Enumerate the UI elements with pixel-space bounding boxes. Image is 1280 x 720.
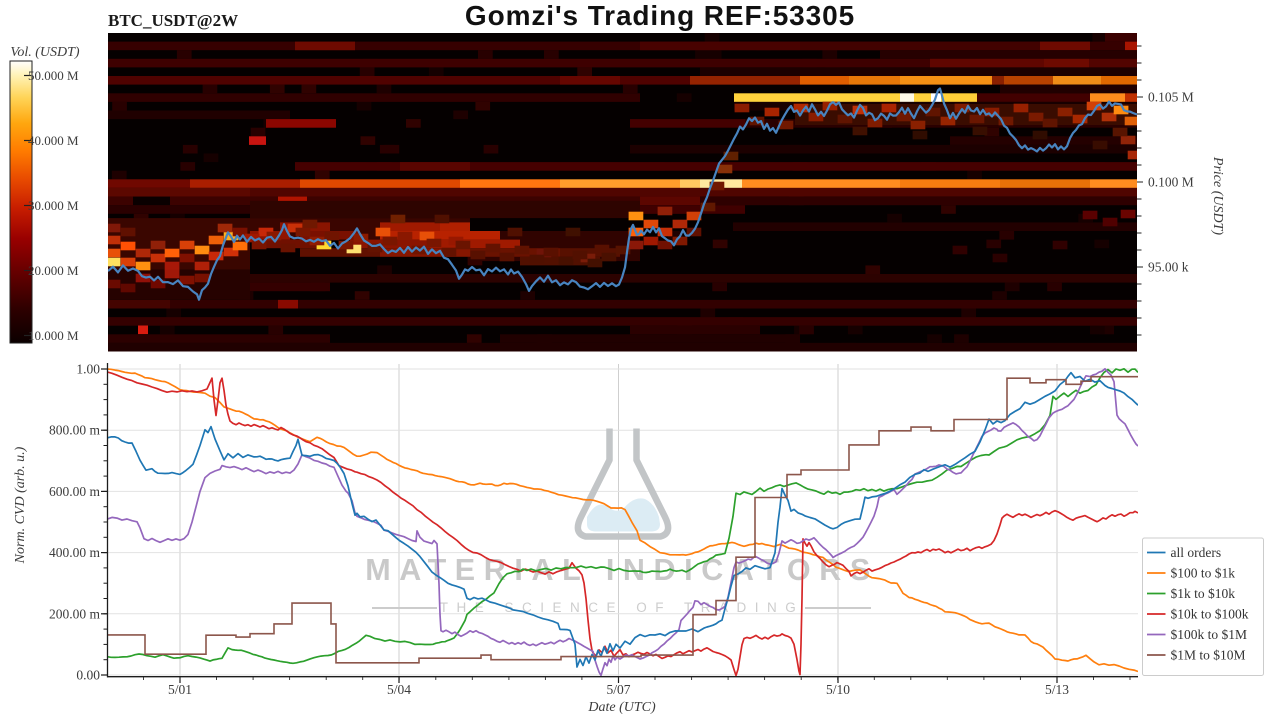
- svg-text:200.00 m: 200.00 m: [49, 606, 101, 621]
- svg-text:1.00: 1.00: [76, 362, 100, 377]
- svg-text:40.000 M: 40.000 M: [28, 133, 79, 148]
- svg-text:Norm. CVD (arb. u.): Norm. CVD (arb. u.): [13, 446, 28, 564]
- svg-text:5/10: 5/10: [826, 682, 850, 697]
- svg-text:5/07: 5/07: [606, 682, 630, 697]
- svg-text:400.00 m: 400.00 m: [49, 545, 101, 560]
- svg-text:Price (USDT): Price (USDT): [1210, 156, 1225, 235]
- svg-text:95.00 k: 95.00 k: [1148, 260, 1189, 275]
- svg-text:30.000 M: 30.000 M: [28, 198, 79, 213]
- svg-text:600.00 m: 600.00 m: [49, 484, 101, 499]
- svg-text:5/04: 5/04: [387, 682, 411, 697]
- svg-text:Vol. (USDT): Vol. (USDT): [10, 45, 80, 60]
- svg-text:20.000 M: 20.000 M: [28, 263, 79, 278]
- svg-text:5/01: 5/01: [168, 682, 192, 697]
- svg-text:0.100 M: 0.100 M: [1148, 175, 1194, 190]
- svg-text:50.000 M: 50.000 M: [28, 68, 79, 83]
- svg-text:all orders: all orders: [1171, 545, 1222, 560]
- svg-text:0.00: 0.00: [76, 668, 100, 683]
- svg-text:5/13: 5/13: [1045, 682, 1069, 697]
- svg-text:0.105 M: 0.105 M: [1148, 90, 1194, 105]
- svg-text:800.00 m: 800.00 m: [49, 423, 101, 438]
- svg-text:Date (UTC): Date (UTC): [587, 700, 656, 715]
- svg-text:10.000 M: 10.000 M: [28, 328, 79, 343]
- svg-text:BTC_USDT@2W: BTC_USDT@2W: [108, 11, 238, 30]
- svg-text:$1k to $10k: $1k to $10k: [1171, 586, 1236, 601]
- svg-text:$100k to $1M: $100k to $1M: [1171, 627, 1248, 642]
- svg-text:$100 to $1k: $100 to $1k: [1171, 566, 1236, 581]
- svg-text:$10k to $100k: $10k to $100k: [1171, 607, 1249, 622]
- svg-text:$1M to $10M: $1M to $10M: [1171, 648, 1246, 663]
- svg-text:Gomzi's Trading REF:53305: Gomzi's Trading REF:53305: [465, 0, 855, 31]
- svg-text:MATERIAL INDICATORS: MATERIAL INDICATORS: [365, 553, 879, 587]
